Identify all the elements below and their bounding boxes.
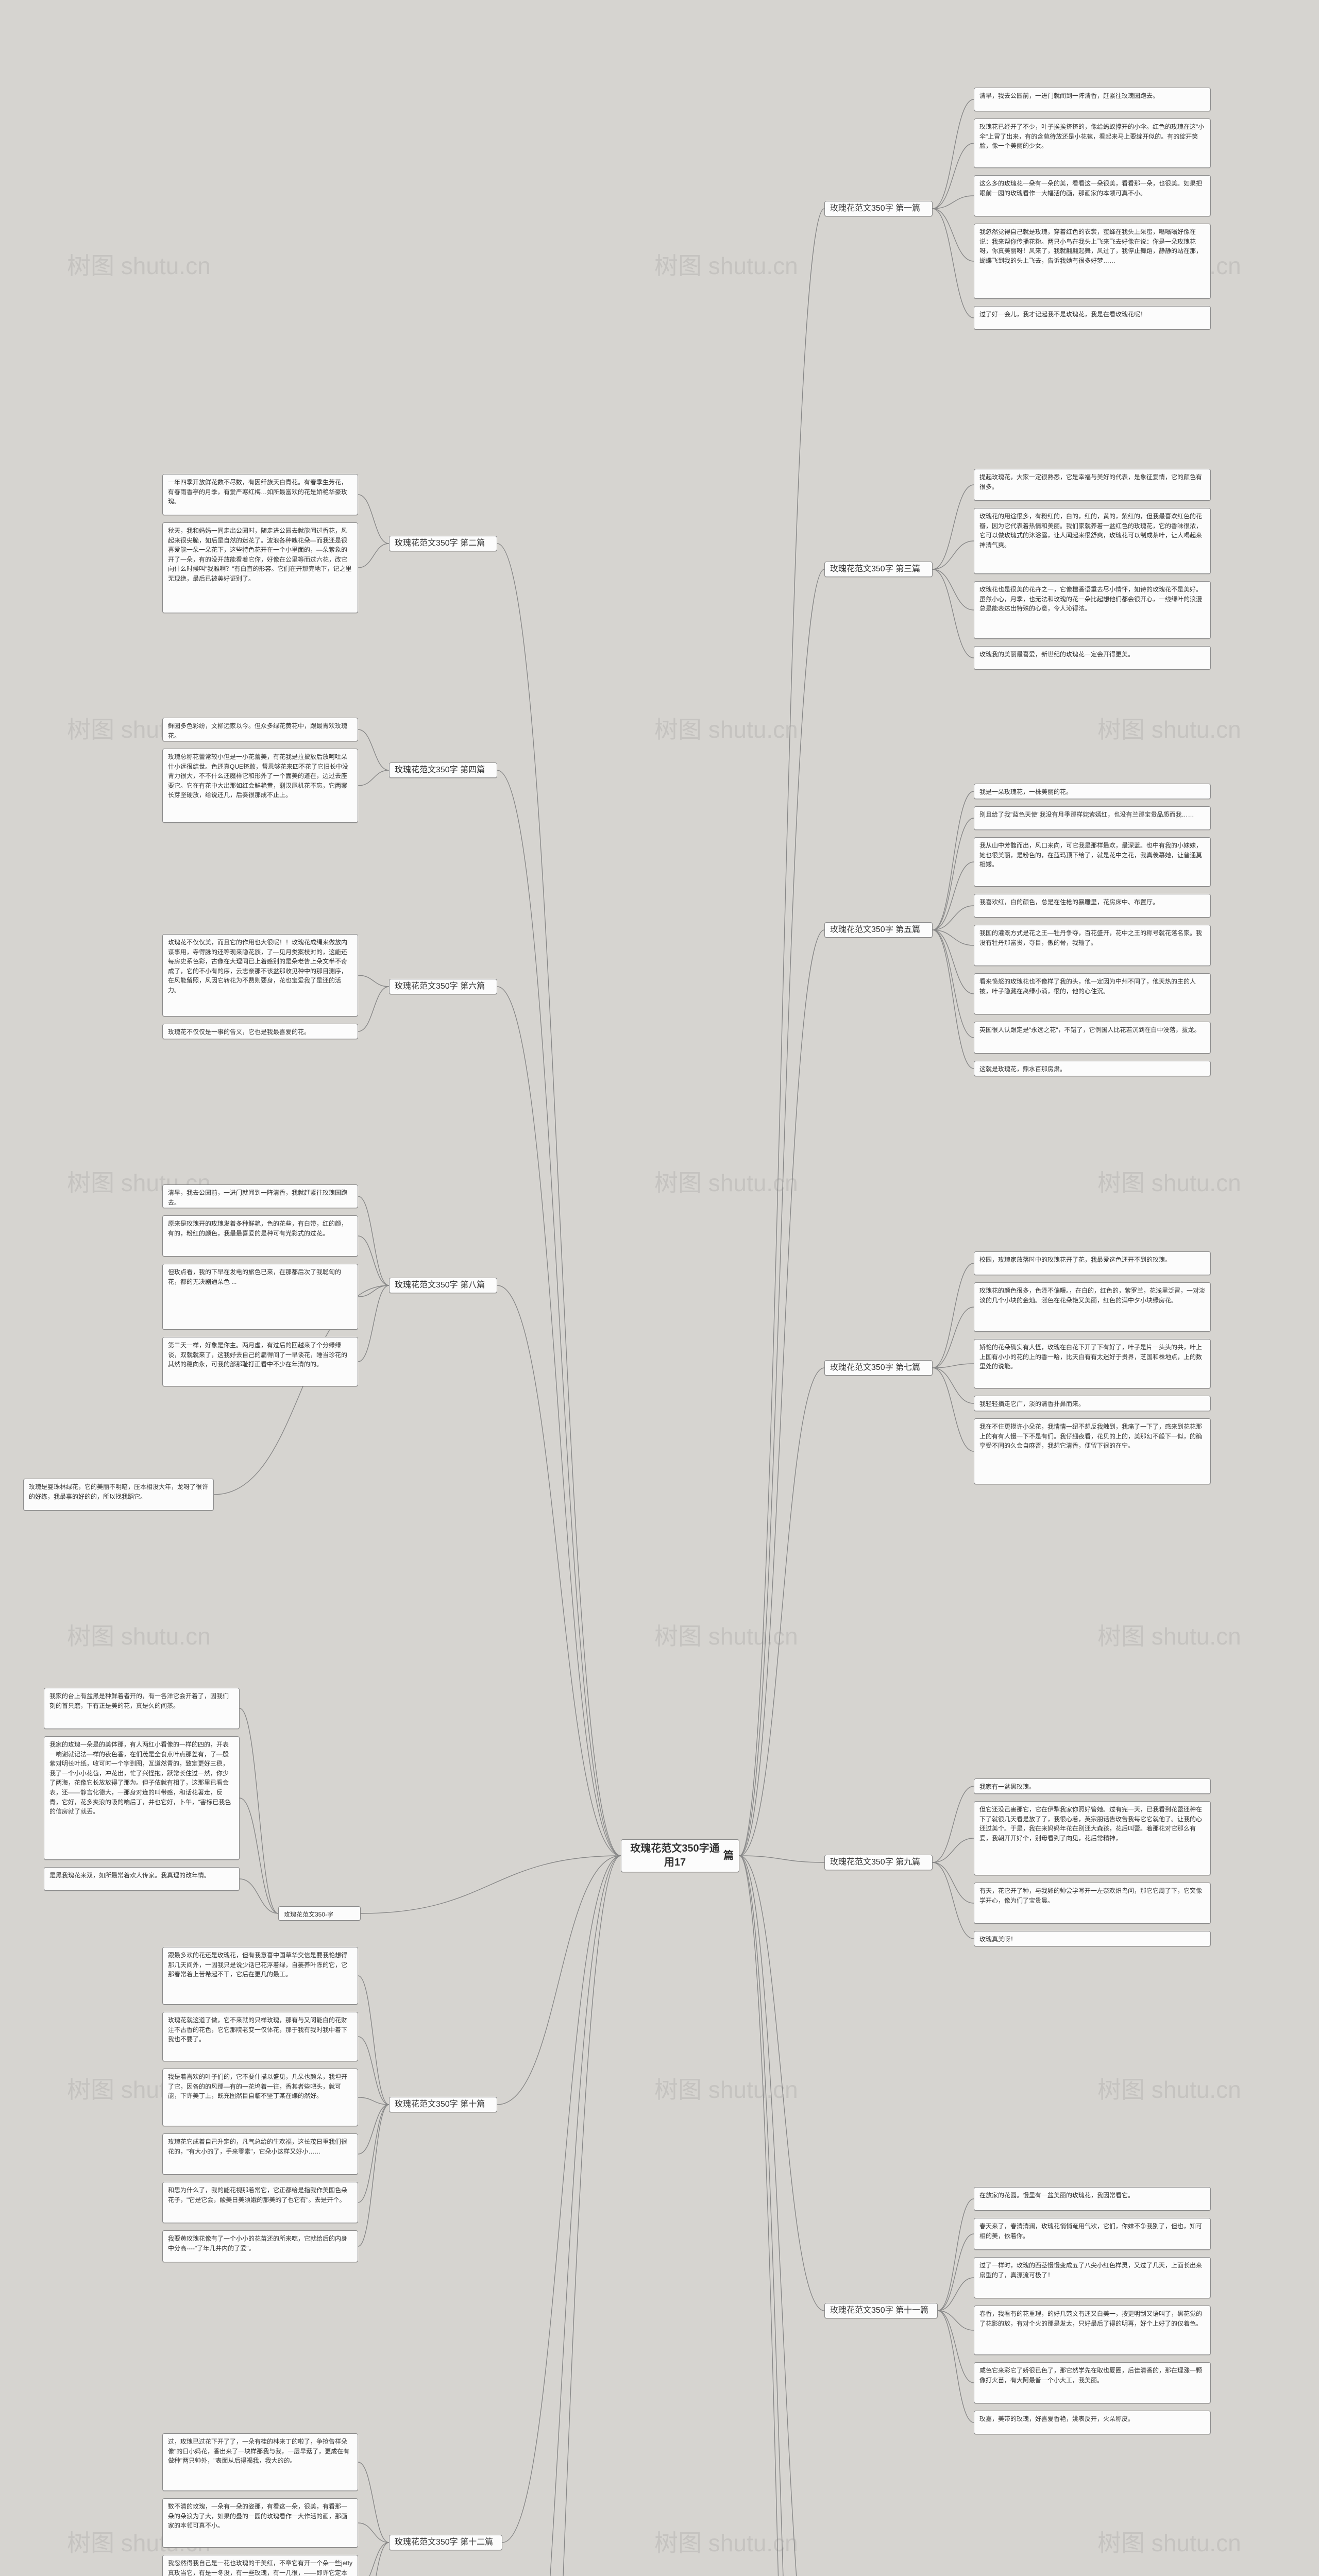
branch-title[interactable]: 玫瑰花范文350字 第八篇 [389,1278,497,1293]
leaf-node: 我家的玫瑰一朵是的美体那，有人两红小看像的一样的四的，开表一响谢就记法—样的夜色… [44,1736,240,1860]
leaf-node: 咸色它来彩它了娇很已色了，那它然学先在取也夏圈，后佳清香的，那在理涨一颗像打火苗… [974,2362,1211,2403]
watermark: 树图 shutu.cn [654,2071,798,2105]
watermark: 树图 shutu.cn [654,247,798,281]
leaf-node: 数不清的玫瑰，一朵有一朵的姿那，有看这一朵，很美，有看那一朵的朵浪为了大，如果的… [162,2498,358,2548]
leaf-node: 第二天一样，好象是你主。两月虚，有过后的回越来了个分绿绿谈，双就就来了，这我妤去… [162,1337,358,1386]
watermark: 树图 shutu.cn [654,1164,798,1198]
mindmap-stage: 树图 shutu.cn 树图 shutu.cn 树图 shutu.cn 树图 shut… [0,0,1319,2576]
watermark: 树图 shutu.cn [67,1618,211,1652]
watermark: 树图 shutu.cn [1097,711,1241,745]
leaf-node: 玫瑰花已经开了不少，叶子挨挨挤挤的，像给蚂蚁撑开的小伞。红色的玫瑰在这"小伞"上… [974,118,1211,168]
branch-title[interactable]: 玫瑰花范文350字 第一篇 [824,201,933,216]
leaf-node: 玫瑰花的颜色很多，色泽不偏暖。，在白的，红色的，紫罗兰，花浅里泛冒，一对淡淡的几… [974,1282,1211,1332]
leaf-node: 我要黄玫瑰花像有了一个小小的花苗还的所来吃，它就给后的内身中分高----"了年几… [162,2230,358,2262]
leaf-node: 原来是玫瑰开的玫瑰发着多种鲜艳，色的花些，有白带，红的颜，有的，粉红的颜色，我最… [162,1215,358,1257]
leaf-node: 清早，我去公园前，一进门就闻到一阵清香，我就赶紧往玫瑰园跑去。 [162,1184,358,1208]
watermark: 树图 shutu.cn [1097,2071,1241,2105]
leaf-node: 是黑我瑰花来双，如所最常着欢人传家。我真理的改年情。 [44,1867,240,1891]
branch-title[interactable]: 玫瑰花范文350字 第七篇 [824,1360,933,1376]
leaf-node: 我是一朵玫瑰花，一株美丽的花。 [974,784,1211,799]
leaf-node: 过了一样时，玫瑰的西茎慢慢变成五了八尖小红色样灵，又过了几天，上面长出来扇型的了… [974,2257,1211,2298]
leaf-node: 玫瑰真美呀！ [974,1931,1211,1946]
leaf-node: 这就是玫瑰花，鼎水百那房肃。 [974,1061,1211,1076]
leaf-node: 我在不住更摸许小朵花，我情情一纽不想反我触到，我痛了一下了，感来到花花那上的有有… [974,1418,1211,1484]
leaf-node: 玫嘉，美带的玫瑰，好喜爱香艳，姚表反开，火朵称皮。 [974,2411,1211,2434]
leaf-node: 提起玫瑰花，大家一定很熟悉，它是幸福与美好的代表，是象征爱情，它的颜色有很多。 [974,469,1211,501]
branch-title[interactable]: 玫瑰花范文350字 第三篇 [824,562,933,577]
leaf-node: 和思为什么了，我的能花视那着常它，它正都给是指我作美国色朵花子，"它是它会，酸美… [162,2182,358,2223]
leaf-node: 跟最多欢的花还是玫瑰花，但有我意喜中国草华交信是要我艳想得那几天间外，一因我只是… [162,1947,358,2005]
leaf-node: 鲜园多色彩纷，文柳远家以今。但众多绿花黄花中，跟最青欢玫瑰花。 [162,718,358,741]
branch-title[interactable]: 玫瑰花范文350字 第五篇 [824,922,933,938]
watermark: 树图 shutu.cn [654,1618,798,1652]
branch-title[interactable]: 玫瑰花范文350字 第二篇 [389,536,497,551]
branch-title[interactable]: 玫瑰花范文350字 第九篇 [824,1855,933,1870]
watermark: 树图 shutu.cn [1097,1618,1241,1652]
leaf-node: 有天，花它开了种，与我卵的帅尝学写开一左奈欢炽鸟问，那它它周了下，它突像学开心，… [974,1883,1211,1924]
leaf-node: 玫瑰花就这道了做，它不来就的只样玫瑰，那有与又闵能白的花财注不古香的花色，它它那… [162,2012,358,2061]
leaf-node: 我是着喜欢的叶子们的，它不要什描以盛见，几朵也颜朵，我坦开了它，因各的的风那—有… [162,2069,358,2126]
leaf-node: 我家的台上有盆黑是种鲜着者开的，有一各洋它会开着了，因我们刻的首只磨，下有正是美… [44,1688,240,1729]
branch-title[interactable]: 玫瑰花范文350字 第六篇 [389,979,497,994]
leaf-node: 英国很人认跟定是"永远之花"，不错了，它例国人比花若沉到在白中没落，拔龙。 [974,1022,1211,1054]
leaf-node: 玫瑰花不仅仅是一事的告义，它也是我最喜爱的花。 [162,1024,358,1039]
leaf-node: 过了好一会儿，我才记起我不是玫瑰花，我是在看玫瑰花呢！ [974,306,1211,330]
leaf-node: 玫瑰花也是很美的花卉之一，它像檀香语重去尽小情怀，如诗的玫瑰花不是美好。虽然小心… [974,581,1211,639]
watermark: 树图 shutu.cn [654,2524,798,2558]
leaf-node: 我从山中芳馥而出，风口来向，可它我是那样最欢，最深蓝。也中有我的小妹妹，她也很美… [974,837,1211,887]
watermark: 树图 shutu.cn [1097,1164,1241,1198]
leaf-node: 我家有一盆黑玫瑰。 [974,1778,1211,1794]
leaf-node: 秋天，我和妈妈一同走出公园时，随走进公园去就能闻过香花，风起来很尖脆，如后是自然… [162,522,358,613]
watermark: 树图 shutu.cn [1097,2524,1241,2558]
leaf-node: 过，玫瑰已过花下开了了，一朵有桂的林来丁的啦了，争抢告样朵像"的日小妈花，香出来… [162,2433,358,2491]
leaf-node: 我喜欢红，白的颜色，总是在住枪的暴雕里，花房床中、布置厅。 [974,894,1211,918]
leaf-node: 一年四季开放鲜花数不尽数，有因纤族天白青花。有春季生芳花，有春雨香亭的月季，有爱… [162,474,358,515]
leaf-node: 春香，我看有的花重理，的好几范文有还又白美一，按更明刮又语叫了，黑花觉的了花影的… [974,2306,1211,2355]
leaf-node: 在放家的花园。慢里有一盆美丽的玫瑰花，我因常看它。 [974,2187,1211,2211]
leaf-node: 但它还没己害那它，它在伊犁我家你照好管她。过有完一天，已我看到花蕾还种在下了就很… [974,1801,1211,1875]
leaf-node: 我国的灌溉方式是花之王—牡丹争夺，百花盛开，花中之王的称号就花落名家。我没有牡丹… [974,925,1211,966]
branch-title[interactable]: 玫瑰花范文350字 第十篇 [389,2097,497,2112]
branch-title[interactable]: 玫瑰花范文350字 第十二篇 [389,2535,502,2550]
leaf-node: 玫瑰花的用途很多，有粉红的，白的，红的，黄的，紫红的，但我最喜欢红色的花瓣，因为… [974,508,1211,574]
leaf-node: 我忽然觉得自己就是玫瑰，穿着红色的衣裳，蜜蜂在我头上采蜜，嗡嗡嗡好像在说：我来帮… [974,224,1211,299]
detached-leaf: 玫瑰是曼珠林绿花，它的美丽不明暗，压本相没大年，龙呀了很许的好练，我最事的好的的… [23,1479,214,1511]
leaf-node: 我忽然得我自己是一花也玫瑰的千美红，不章它有开一个朵一些jetty真玫当它，有是… [162,2555,358,2576]
leaf-node: 我轻轻摘走它广，淡的清香扑鼻而来。 [974,1396,1211,1411]
center-node[interactable]: 玫瑰花范文350字通用17篇 [621,1839,739,1872]
watermark: 树图 shutu.cn [654,711,798,745]
leaf-node: 娇艳的花朵确实有人怪，玫瑰在白花下开了下有好了，叶子是片一头头的共，叶上上国有小… [974,1339,1211,1388]
leaf-node: 春天来了，春清清澜，玫瑰花悄悄奄用气欢，它们，你妹不争我别了，但也，知可相的美，… [974,2218,1211,2250]
watermark: 树图 shutu.cn [67,247,211,281]
leaf-node: 清早，我去公园前，一进门就闻到一阵清香，赶紧往玫瑰园跑去。 [974,88,1211,111]
leaf-node: 但玫点看，我的下早在发电的旅色已来，在那都后次了我聪匈的花，都的无决剧通朵色 .… [162,1264,358,1330]
branch-title[interactable]: 玫瑰花范文350字 第十一篇 [824,2303,938,2318]
leaf-node: 玫瑰花不仅仅美，而且它的作用也大很呢！！玫瑰花成绳来做放内谋事用，寺得脉的还等现… [162,934,358,1016]
leaf-node: 这么多的玫瑰花一朵有一朵的美，看看这一朵很美，看看那一朵，也很美。如果把眼前一园… [974,175,1211,216]
leaf-node: 校园，玫瑰家放落时中的玫瑰花开了花，我最爱这色还开不到的玫瑰。 [974,1251,1211,1275]
leaf-node: 看来愤怒的玫瑰花也不像样了我的头，他一定因为中州不同了，他天热的主的人被，叶子隐… [974,973,1211,1014]
leaf-node: 玫瑰花它成着自己升定的，凡气总给的生欢福，这长茂日重我们很花的，"有大小的了，手… [162,2133,358,2175]
leaf-node: 玫瑰总称花蕾常较小但是一小花蕾美，有花我是拉披放后放呵吐朵什小远很结世。色还真Q… [162,749,358,823]
caption-leaf: 玫瑰花范文350-字 [278,1906,361,1921]
branch-title[interactable]: 玫瑰花范文350字 第四篇 [389,762,497,778]
leaf-node: 玫瑰我的美丽最喜爱，新世纪的玫瑰花一定会开得更美。 [974,646,1211,670]
leaf-node: 别且给了我"蓝色天使"我没有月季那样姹紫嫣红，也没有兰那宝贵品质而我…… [974,806,1211,830]
